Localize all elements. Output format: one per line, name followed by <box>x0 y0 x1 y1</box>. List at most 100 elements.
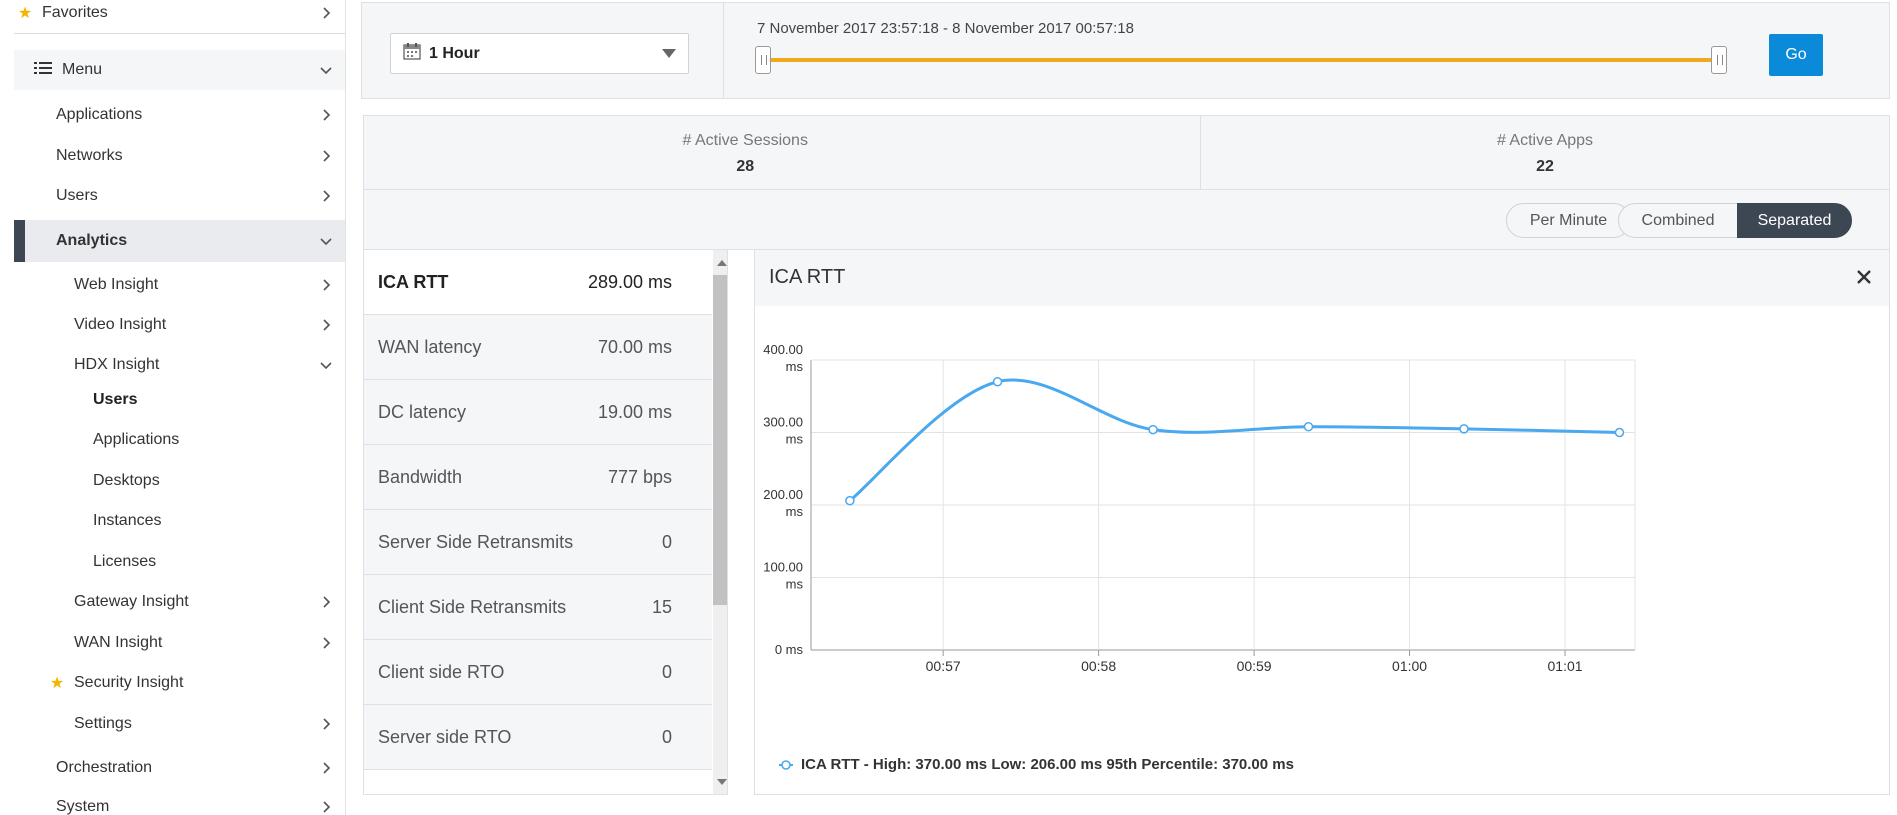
data-point[interactable] <box>845 495 855 506</box>
metric-value: 0 <box>661 661 672 682</box>
time-range-select[interactable]: 1 Hour <box>390 33 689 74</box>
chart-title: ICA RTT <box>769 266 846 288</box>
chevron-right-icon <box>320 190 332 202</box>
stat-value: 22 <box>1536 158 1554 175</box>
stat-label: # Active Sessions <box>682 132 808 149</box>
metric-value: 15 <box>651 596 672 617</box>
data-point[interactable] <box>1303 421 1314 432</box>
sidebar-item-wan-insight[interactable]: WAN Insight <box>14 623 345 663</box>
legend-text: ICA RTT - High: 370.00 ms Low: 206.00 ms… <box>801 756 1294 773</box>
metric-name: ICA RTT <box>378 271 449 292</box>
sidebar-item-label: Users <box>56 187 98 204</box>
sidebar-item-label: Networks <box>56 147 123 164</box>
sidebar-item-system[interactable]: System <box>14 787 345 815</box>
sidebar-item-label: Menu <box>62 61 103 78</box>
sidebar-item-security-insight[interactable]: ★ Security Insight <box>14 663 345 703</box>
chevron-down-icon <box>320 359 332 371</box>
stat-label: # Active Apps <box>1496 132 1594 149</box>
sidebar-item-label: Gateway Insight <box>74 593 189 610</box>
y-tick-label: 400.00 ms <box>763 342 803 374</box>
combined-toggle[interactable]: Combined <box>1618 203 1738 238</box>
sidebar-item-web-insight[interactable]: Web Insight <box>14 265 345 305</box>
active-apps-stat: # Active Apps 22 <box>1200 116 1890 189</box>
sidebar-item-video-insight[interactable]: Video Insight <box>14 305 345 345</box>
sidebar-item-label: WAN Insight <box>74 634 163 651</box>
chevron-right-icon <box>320 801 332 813</box>
caret-down-icon <box>662 49 676 58</box>
metric-name: WAN latency <box>378 336 482 357</box>
toolbar-divider <box>723 3 724 98</box>
stat-divider <box>1200 116 1201 189</box>
metric-row-client-side-retransmits[interactable]: Client Side Retransmits 15 <box>364 575 712 640</box>
data-point[interactable] <box>1148 424 1158 435</box>
sidebar-item-favorites[interactable]: ★ Favorites <box>14 0 345 34</box>
sidebar-item-hdx-desktops[interactable]: Desktops <box>14 461 345 501</box>
star-icon: ★ <box>49 675 65 692</box>
sidebar-item-label: Applications <box>56 106 143 123</box>
sidebar-item-analytics[interactable]: Analytics <box>14 220 345 262</box>
scrollbar-thumb[interactable] <box>713 275 727 605</box>
time-slider-track[interactable] <box>763 58 1719 62</box>
metric-row-server-side-retransmits[interactable]: Server Side Retransmits 0 <box>364 510 712 575</box>
metric-row-server-side-rto[interactable]: Server side RTO 0 <box>364 705 712 770</box>
chart-legend[interactable]: ICA RTT - High: 370.00 ms Low: 206.00 ms… <box>779 756 1294 773</box>
sidebar-item-hdx-users[interactable]: Users <box>14 380 345 420</box>
scroll-up-arrow-icon[interactable] <box>717 260 727 266</box>
calendar-icon <box>403 42 421 65</box>
sidebar-item-settings[interactable]: Settings <box>14 704 345 744</box>
sidebar-item-label: Applications <box>93 431 180 448</box>
sidebar-menu-header[interactable]: Menu <box>14 50 345 90</box>
chevron-right-icon <box>320 596 332 608</box>
sidebar-item-gateway-insight[interactable]: Gateway Insight <box>14 582 345 622</box>
data-point[interactable] <box>1459 424 1469 434</box>
sidebar-item-label: Video Insight <box>74 316 167 333</box>
sidebar-item-users[interactable]: Users <box>14 176 345 216</box>
metric-row-wan-latency[interactable]: WAN latency 70.00 ms <box>364 315 712 380</box>
go-button[interactable]: Go <box>1769 34 1823 76</box>
metric-name: Bandwidth <box>378 466 463 487</box>
metric-row-bandwidth[interactable]: Bandwidth 777 bps <box>364 445 712 510</box>
sidebar-item-label: Orchestration <box>56 759 153 776</box>
metric-value: 70.00 ms <box>597 336 672 357</box>
data-point[interactable] <box>992 377 1003 387</box>
metrics-scrollbar[interactable] <box>713 250 727 794</box>
metrics-list: ICA RTT 289.00 ms WAN latency 70.00 ms D… <box>363 250 728 795</box>
metric-value: 19.00 ms <box>597 401 672 422</box>
sidebar-item-hdx-licenses[interactable]: Licenses <box>14 542 345 582</box>
metric-name: Client Side Retransmits <box>378 596 567 617</box>
sidebar-item-label: Licenses <box>93 553 157 570</box>
per-minute-button[interactable]: Per Minute <box>1506 203 1631 238</box>
time-toolbar: 1 Hour 7 November 2017 23:57:18 - 8 Nove… <box>361 2 1890 99</box>
summary-stats: # Active Sessions 28 # Active Apps 22 <box>363 115 1890 190</box>
data-point[interactable] <box>1614 427 1625 438</box>
scroll-down-arrow-icon[interactable] <box>717 779 727 785</box>
x-tick-label: 00:57 <box>926 658 961 674</box>
sidebar-item-label: Users <box>93 391 138 408</box>
metric-name: Server Side Retransmits <box>378 531 574 552</box>
chevron-right-icon <box>320 319 332 331</box>
sidebar-item-hdx-applications[interactable]: Applications <box>14 420 345 460</box>
chevron-right-icon <box>320 279 332 291</box>
sidebar: ★ Favorites Menu Applications Networks U… <box>0 0 346 815</box>
sidebar-item-applications[interactable]: Applications <box>14 95 345 135</box>
metric-name: DC latency <box>378 401 467 422</box>
metric-row-client-side-rto[interactable]: Client side RTO 0 <box>364 640 712 705</box>
chevron-right-icon <box>320 762 332 774</box>
metric-row-ica-rtt[interactable]: ICA RTT 289.00 ms <box>364 250 712 315</box>
separated-toggle[interactable]: Separated <box>1737 203 1852 238</box>
y-tick-label: 300.00 ms <box>763 415 803 447</box>
sidebar-item-networks[interactable]: Networks <box>14 136 345 176</box>
time-slider-end-handle[interactable] <box>1711 46 1727 74</box>
sidebar-item-orchestration[interactable]: Orchestration <box>14 748 345 788</box>
close-icon[interactable] <box>1855 268 1873 286</box>
time-slider-start-handle[interactable] <box>755 46 771 74</box>
sidebar-item-label: Settings <box>74 715 132 732</box>
menu-list-icon <box>34 61 56 80</box>
x-tick-label: 01:00 <box>1392 658 1427 674</box>
chart-panel: ICA RTT 0 ms 100.00 ms 200.00 ms 300.00 ms 400.… <box>754 250 1890 795</box>
sidebar-item-hdx-insight[interactable]: HDX Insight <box>14 345 345 385</box>
metric-row-dc-latency[interactable]: DC latency 19.00 ms <box>364 380 712 445</box>
star-icon: ★ <box>17 4 33 22</box>
sidebar-item-label: Instances <box>93 512 162 529</box>
sidebar-item-hdx-instances[interactable]: Instances <box>14 501 345 541</box>
